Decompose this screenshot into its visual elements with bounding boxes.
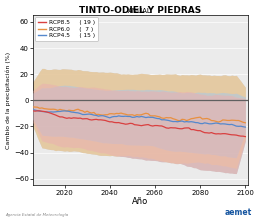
Legend: RCP8.5     ( 19 ), RCP6.0     (  7 ), RCP4.5     ( 15 ): RCP8.5 ( 19 ), RCP6.0 ( 7 ), RCP4.5 ( 15…	[35, 17, 98, 41]
Y-axis label: Cambio de la precipitación (%): Cambio de la precipitación (%)	[5, 52, 11, 149]
Text: aemet: aemet	[225, 208, 252, 217]
Title: TINTO-ODIEL Y PIEDRAS: TINTO-ODIEL Y PIEDRAS	[79, 5, 202, 15]
Text: Agencia Estatal de Meteorología: Agencia Estatal de Meteorología	[5, 213, 68, 217]
Text: ANUAL: ANUAL	[128, 9, 152, 14]
X-axis label: Año: Año	[132, 197, 148, 206]
